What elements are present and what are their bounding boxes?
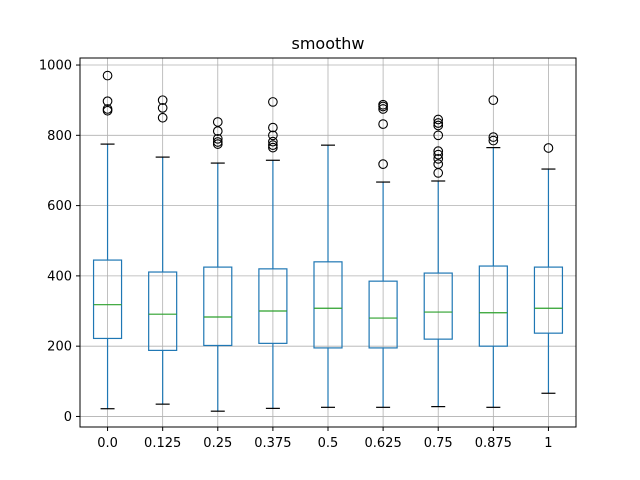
- outlier-point: [488, 132, 499, 142]
- y-tick-label: 600: [47, 199, 72, 214]
- outlier-point: [268, 140, 278, 151]
- outlier-point: [102, 104, 113, 114]
- x-tick-label: 0.75: [424, 436, 453, 451]
- x-tick-label: 0.25: [203, 436, 232, 451]
- outlier-point: [157, 103, 168, 113]
- outlier-point: [102, 70, 113, 81]
- iqr-box: [368, 280, 398, 349]
- iqr-box: [92, 259, 123, 340]
- box-1: [533, 143, 564, 394]
- box-layer: [92, 70, 564, 412]
- box-0.375: [258, 97, 288, 409]
- outlier-point: [378, 119, 388, 129]
- box-0.75: [423, 114, 453, 408]
- y-tick-label: 800: [47, 129, 72, 144]
- outlier-point: [157, 95, 168, 106]
- outlier-point: [433, 130, 444, 141]
- outlier-point: [433, 118, 444, 128]
- outlier-point: [212, 137, 223, 147]
- outlier-point: [157, 112, 168, 123]
- outlier-point: [378, 99, 388, 110]
- x-tick-label: 0.375: [254, 436, 291, 451]
- outlier-point: [488, 95, 499, 106]
- x-tick-label: 0.5: [318, 436, 339, 451]
- x-tick-label: 0.625: [365, 436, 402, 451]
- chart-title: smoothw: [292, 34, 365, 53]
- outlier-point: [268, 97, 278, 107]
- outlier-point: [378, 104, 388, 114]
- y-tick-label: 0: [64, 410, 72, 425]
- x-tick-label: 0.875: [475, 436, 512, 451]
- outlier-point: [212, 133, 223, 144]
- box-0.25: [203, 117, 233, 412]
- iqr-box: [313, 261, 343, 349]
- y-tick-label: 400: [47, 269, 72, 284]
- box-0.125: [148, 95, 178, 405]
- x-tick-label: 0.125: [144, 436, 181, 451]
- outlier-point: [102, 96, 113, 107]
- outlier-point: [433, 154, 444, 164]
- iqr-box: [478, 265, 508, 347]
- outlier-point: [268, 142, 278, 153]
- x-tick-label: 1: [544, 436, 552, 451]
- y-tick-label: 1000: [39, 59, 72, 74]
- axis-layer: 0 200 400 600 800 1000 0.0 0.125 0.25 0.375 0.5 0.6…: [39, 57, 577, 451]
- iqr-box: [533, 266, 564, 334]
- box-0.875: [478, 95, 508, 408]
- iqr-box: [258, 268, 288, 344]
- outlier-point: [433, 149, 444, 160]
- outlier-point: [378, 159, 388, 169]
- outlier-point: [488, 135, 499, 146]
- box-0.625: [368, 99, 398, 408]
- box-0.5: [313, 144, 343, 408]
- outlier-point: [433, 159, 444, 169]
- outlier-point: [268, 122, 278, 133]
- y-tick-label: 200: [47, 340, 72, 355]
- outlier-point: [433, 114, 444, 125]
- iqr-box: [148, 271, 178, 351]
- outlier-point: [433, 146, 444, 156]
- outlier-point: [543, 143, 554, 153]
- iqr-box: [423, 272, 453, 340]
- outlier-point: [433, 120, 444, 131]
- x-tick-label: 0.0: [97, 436, 118, 451]
- iqr-box: [203, 266, 233, 347]
- outlier-point: [268, 136, 278, 147]
- outlier-point: [268, 130, 278, 141]
- outlier-point: [212, 117, 223, 127]
- box-0.0: [92, 70, 123, 410]
